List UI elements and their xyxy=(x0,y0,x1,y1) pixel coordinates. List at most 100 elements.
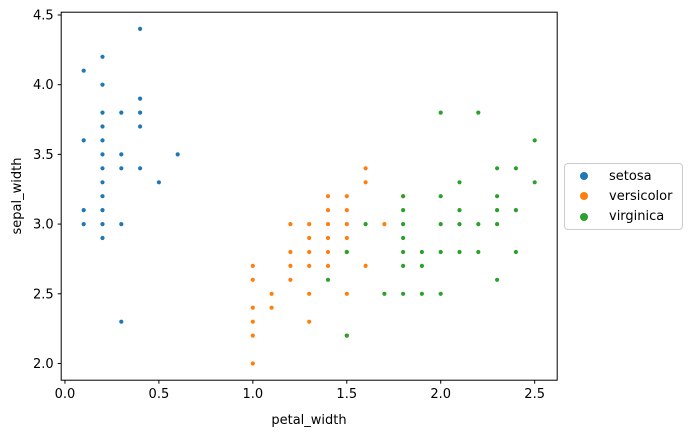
y-tick-label: 4.5 xyxy=(33,8,54,23)
point-virginica xyxy=(457,208,462,213)
point-versicolor xyxy=(250,305,255,310)
point-versicolor xyxy=(344,291,349,296)
point-versicolor xyxy=(250,277,255,282)
point-virginica xyxy=(532,138,537,143)
point-virginica xyxy=(457,180,462,185)
plot-area-border xyxy=(60,11,558,381)
point-setosa xyxy=(100,152,105,157)
point-virginica xyxy=(495,166,500,171)
point-versicolor xyxy=(363,166,368,171)
point-setosa xyxy=(100,235,105,241)
point-setosa xyxy=(119,222,124,227)
y-tick-label: 2.5 xyxy=(33,287,54,302)
point-versicolor xyxy=(344,235,349,241)
point-virginica xyxy=(401,249,406,255)
point-virginica xyxy=(401,235,406,241)
x-axis-label: petal_width xyxy=(271,413,346,428)
point-versicolor xyxy=(269,305,274,310)
point-versicolor xyxy=(250,333,255,338)
point-virginica xyxy=(532,180,537,185)
point-setosa xyxy=(100,124,105,129)
point-versicolor xyxy=(307,249,312,255)
point-setosa xyxy=(119,166,124,171)
point-setosa xyxy=(138,124,143,129)
point-setosa xyxy=(138,110,143,115)
point-virginica xyxy=(495,277,500,282)
legend-item-setosa: setosa xyxy=(565,166,682,186)
point-virginica xyxy=(419,249,424,255)
point-setosa xyxy=(156,180,161,185)
legend-label-virginica: virginica xyxy=(609,209,665,225)
legend-label-setosa: setosa xyxy=(609,168,652,184)
y-tick-label: 3.5 xyxy=(33,148,54,163)
point-setosa xyxy=(100,110,105,115)
legend-label-versicolor: versicolor xyxy=(609,188,673,204)
point-virginica xyxy=(401,291,406,296)
point-versicolor xyxy=(325,222,331,227)
point-versicolor xyxy=(307,222,312,227)
x-tick-label: 0.5 xyxy=(149,387,170,402)
point-virginica xyxy=(363,222,368,227)
point-virginica xyxy=(438,194,443,199)
point-versicolor xyxy=(325,194,331,199)
point-virginica xyxy=(382,291,387,296)
point-setosa xyxy=(81,68,86,73)
point-virginica xyxy=(476,249,481,255)
legend-marker-setosa xyxy=(580,172,588,181)
y-tick-label: 2.0 xyxy=(33,357,54,372)
x-tick-label: 1.5 xyxy=(336,387,357,402)
legend-marker-versicolor xyxy=(580,192,588,201)
x-tick-label: 0.0 xyxy=(55,387,76,402)
y-axis-ticks: 2.0 2.5 3.0 3.5 4.0 4.5 xyxy=(33,8,62,372)
x-tick-label: 1.0 xyxy=(242,387,263,402)
point-virginica xyxy=(476,222,481,227)
point-versicolor xyxy=(307,235,312,241)
point-virginica xyxy=(401,208,406,213)
point-virginica xyxy=(438,222,443,227)
point-virginica xyxy=(438,110,443,115)
point-setosa xyxy=(100,54,105,59)
x-tick-label: 2.0 xyxy=(430,387,451,402)
point-versicolor xyxy=(288,222,293,227)
point-versicolor xyxy=(250,263,255,268)
point-versicolor xyxy=(325,263,331,268)
point-virginica xyxy=(438,291,443,296)
point-versicolor xyxy=(307,263,312,268)
point-setosa xyxy=(81,222,86,227)
point-versicolor xyxy=(269,291,274,296)
point-virginica xyxy=(513,249,519,255)
point-setosa xyxy=(81,208,86,213)
point-setosa xyxy=(138,26,143,31)
point-versicolor xyxy=(382,222,387,227)
point-virginica xyxy=(325,277,331,282)
point-virginica xyxy=(495,208,500,213)
y-tick-label: 4.0 xyxy=(33,78,54,93)
legend-item-virginica: virginica xyxy=(565,207,682,227)
point-virginica xyxy=(401,222,406,227)
point-versicolor xyxy=(250,319,255,324)
legend-item-versicolor: versicolor xyxy=(565,186,682,206)
point-virginica xyxy=(457,249,462,255)
point-versicolor xyxy=(288,277,293,282)
point-virginica xyxy=(438,249,443,255)
point-versicolor xyxy=(307,319,312,324)
point-versicolor xyxy=(325,235,331,241)
point-virginica xyxy=(344,249,349,255)
point-virginica xyxy=(476,110,481,115)
point-virginica xyxy=(513,166,519,171)
point-versicolor xyxy=(250,361,255,366)
y-axis-label: sepal_width xyxy=(10,158,25,235)
point-virginica xyxy=(457,222,462,227)
point-versicolor xyxy=(288,263,293,268)
point-setosa xyxy=(138,166,143,171)
point-virginica xyxy=(419,291,424,296)
point-setosa xyxy=(100,180,105,185)
point-versicolor xyxy=(363,263,368,268)
legend-marker-virginica xyxy=(580,212,588,221)
point-versicolor xyxy=(344,222,349,227)
point-setosa xyxy=(100,222,105,227)
legend: setosa versicolor virginica xyxy=(564,163,683,230)
point-virginica xyxy=(401,194,406,199)
